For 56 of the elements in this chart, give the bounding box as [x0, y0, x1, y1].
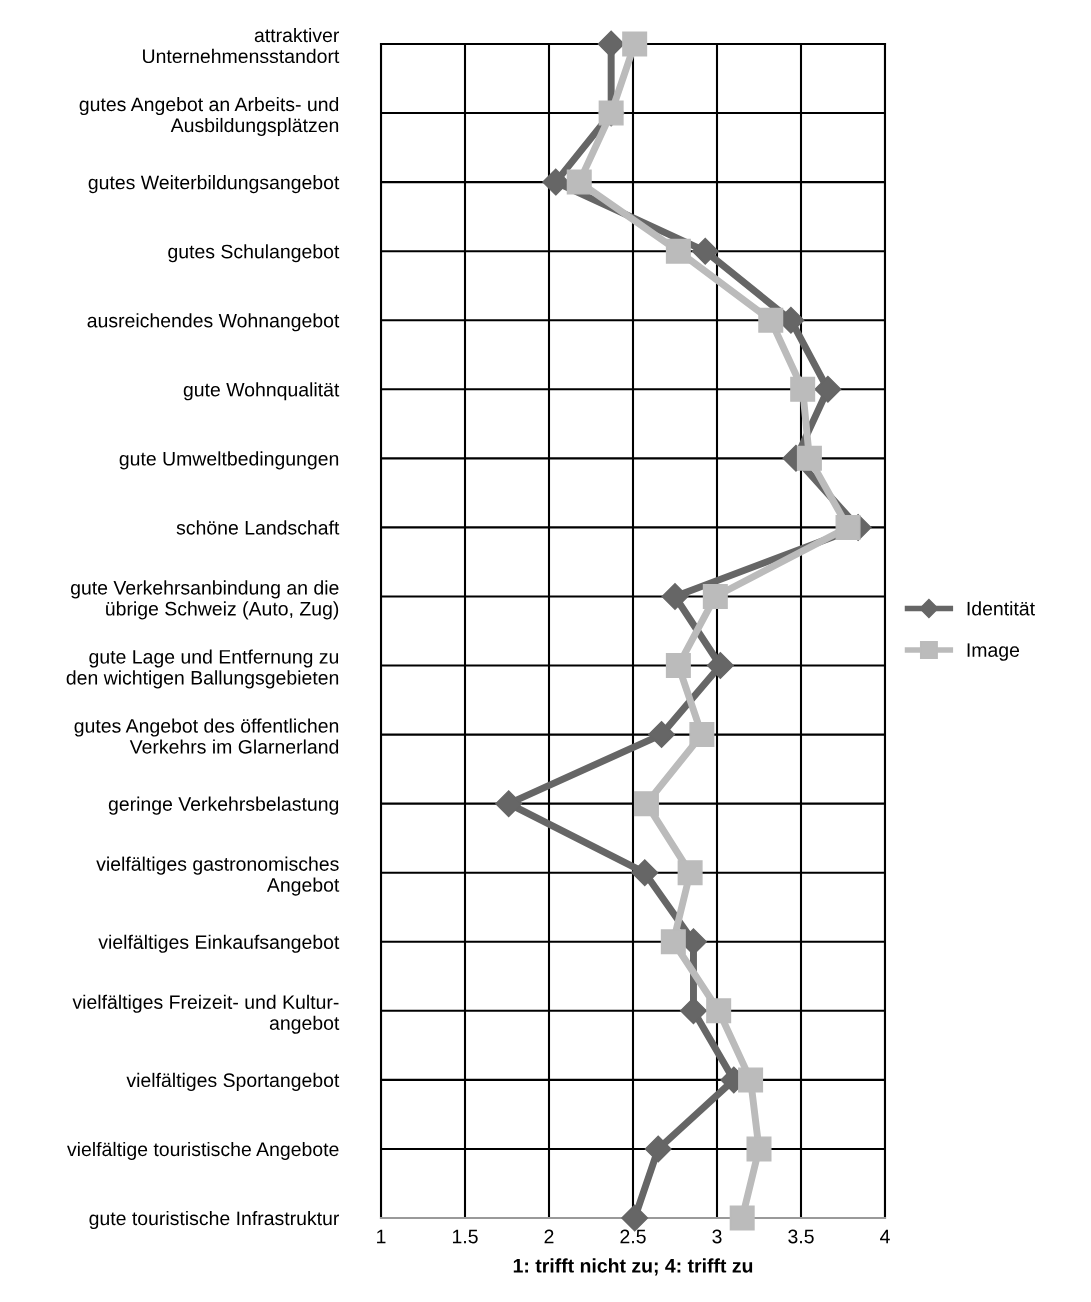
y-tick-label: gutes Schulangebot	[168, 244, 340, 263]
y-tick-label: gutes Angebot an Arbeits- und Ausbildungsplätzen	[79, 96, 339, 137]
y-tick-label: gutes Angebot des öffentlichen Verkehrs im Glarnerland	[74, 718, 339, 754]
y-tick-label: gutes Weiterbildungsangebot	[88, 175, 340, 194]
point	[648, 721, 676, 749]
point	[622, 31, 648, 57]
y-tick-label: gute touristische Infrastruktur	[89, 1210, 340, 1230]
point	[665, 238, 691, 264]
y-tick-label: gute Lage und Entfernung zu den wichtigen Ballungsgebieten	[66, 649, 339, 689]
x-tick-label: 4	[880, 1229, 890, 1244]
point	[796, 445, 822, 471]
y-tick-label: attraktiver Unternehmensstandort	[143, 27, 340, 64]
x-tick-label: 3.5	[788, 1229, 814, 1244]
point	[706, 998, 732, 1024]
y-tick-label: schöne Landschaft	[176, 520, 340, 535]
point	[835, 514, 861, 540]
y-tick-label: ausreichendes Wohnangebot	[87, 313, 340, 332]
point	[738, 1067, 764, 1093]
point	[633, 791, 659, 817]
point	[691, 237, 719, 265]
y-tick-label: vielfältige touristische Angebote	[67, 1141, 339, 1161]
point	[702, 583, 728, 609]
point	[814, 375, 842, 403]
point	[665, 653, 691, 679]
x-tick-label: 1	[377, 1229, 386, 1244]
legend-label: Image	[967, 643, 1020, 661]
x-tick-label: 1.5	[452, 1229, 478, 1244]
point	[746, 1136, 772, 1162]
point	[542, 168, 570, 196]
x-axis-title: 1: trifft nicht zu; 4: trifft zu	[513, 1258, 753, 1276]
y-tick-label: geringe Verkehrsbelastung	[108, 796, 339, 815]
y-tick-label: vielfältiges gastronomisches Angebot	[96, 856, 340, 896]
x-tick-label: 3	[712, 1229, 722, 1244]
y-tick-label: gute Verkehrsanbindung an die übrige Schweiz (Auto, Zug)	[70, 580, 339, 620]
y-tick-label: vielfältiges Einkaufsangebot	[98, 934, 340, 953]
point	[660, 929, 686, 955]
y-tick-label: gute Wohnqualität	[183, 382, 340, 401]
point	[706, 652, 734, 679]
y-tick-label: gute Umweltbedingungen	[119, 451, 339, 470]
point	[677, 860, 703, 886]
point	[680, 997, 707, 1025]
y-tick-label: vielfältiges Sportangebot	[126, 1072, 340, 1091]
point	[631, 859, 659, 887]
point	[689, 722, 715, 748]
legend-label: Identität	[967, 601, 1035, 616]
point	[729, 1205, 755, 1231]
x-tick-label: 2.5	[620, 1229, 646, 1244]
point	[597, 30, 625, 58]
point	[495, 790, 523, 818]
point	[661, 583, 689, 610]
x-tick-label: 2	[544, 1229, 554, 1244]
point	[644, 1135, 672, 1163]
point	[566, 169, 592, 195]
y-tick-label: vielfältiges Freizeit- und Kultur- angebot	[72, 994, 340, 1034]
point	[758, 307, 784, 333]
point	[790, 376, 816, 402]
